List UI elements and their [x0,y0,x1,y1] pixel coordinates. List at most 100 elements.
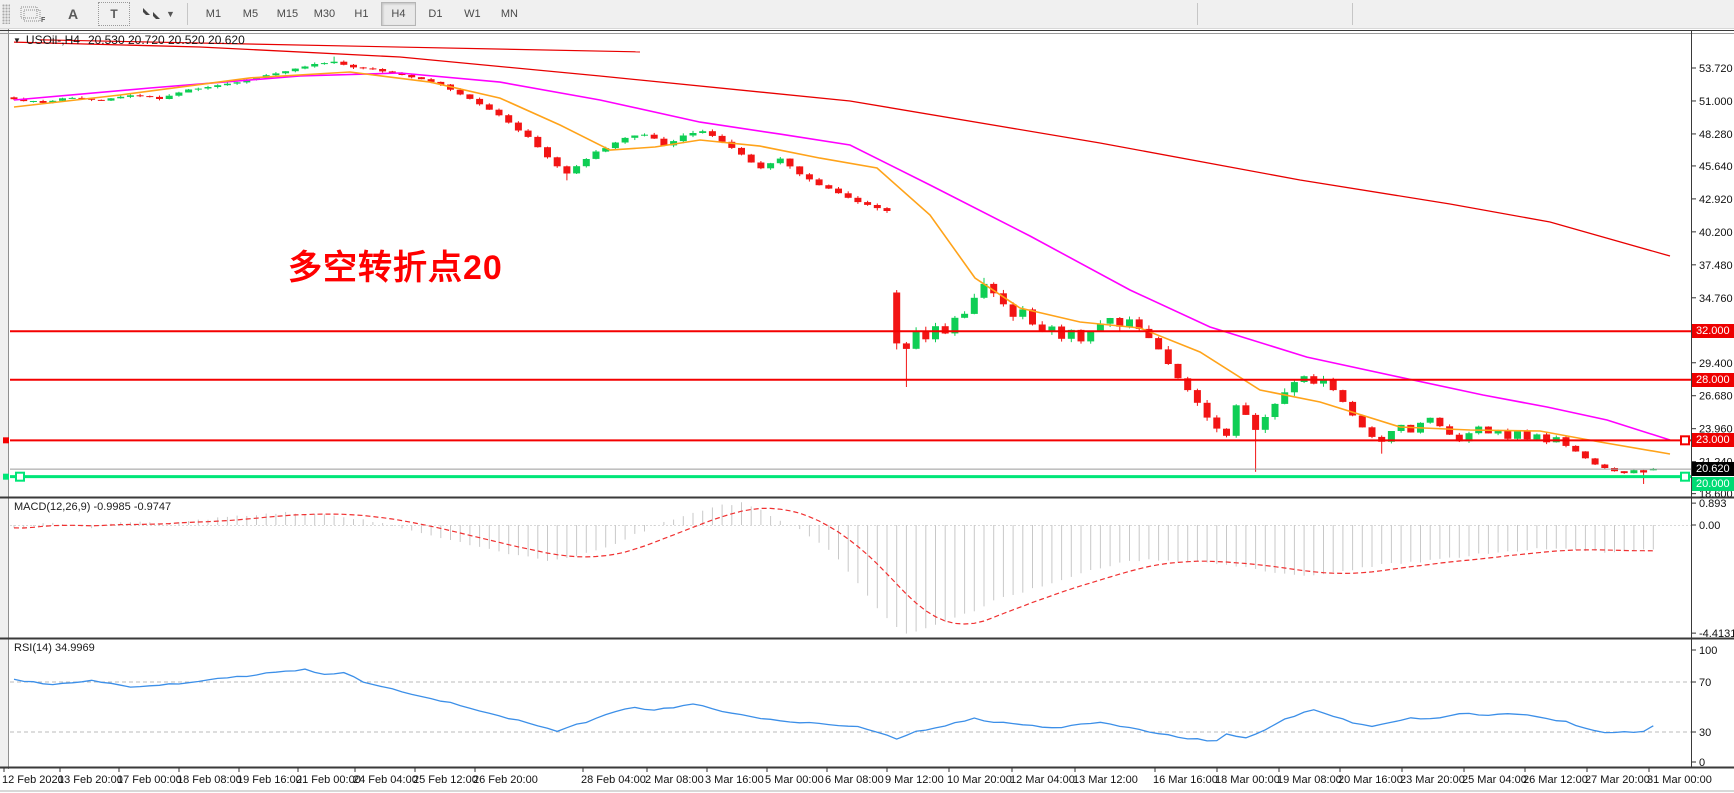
chart-window-icon[interactable]: F [18,3,48,25]
svg-text:12 Mar 04:00: 12 Mar 04:00 [1010,774,1075,786]
line-handle [3,473,9,480]
top-toolbar: F A T ▼ M1 M5 M15 M30 H1 H4 D1 W1 MN [0,0,1734,29]
timeframe-h1-button[interactable]: H1 [354,8,369,20]
arrows-glyph [143,8,160,19]
svg-text:19 Mar 08:00: 19 Mar 08:00 [1277,774,1342,786]
svg-text:F: F [41,17,46,23]
line-handle [1680,471,1690,482]
svg-text:5 Mar 00:00: 5 Mar 00:00 [765,774,824,786]
chart-symbol-label: USOil-,H4 [25,33,80,47]
svg-text:18.600: 18.600 [1699,489,1733,501]
svg-text:26.680: 26.680 [1699,391,1733,403]
chart-ohlc-values: 20.530 20.720 20.520 20.620 [87,33,245,47]
text-label-icon[interactable]: A [67,6,79,22]
svg-text:42.920: 42.920 [1699,194,1733,206]
svg-text:13 Feb 20:00: 13 Feb 20:00 [58,774,123,786]
svg-text:45.640: 45.640 [1699,161,1733,173]
timeframe-w1-button[interactable]: W1 [464,8,481,20]
price-axis-box-20000: 20.000 [1692,477,1734,491]
svg-text:19 Feb 16:00: 19 Feb 16:00 [237,774,302,786]
svg-text:6 Mar 08:00: 6 Mar 08:00 [825,774,884,786]
moving-averages-layer [13,39,1671,455]
price-axis-box-20620: 20.620 [1692,462,1734,476]
svg-text:16 Mar 16:00: 16 Mar 16:00 [1153,774,1218,786]
chart-title[interactable]: ▼ USOil-,H4 20.530 20.720 20.520 20.620 [13,33,245,47]
cursor-mode-icon[interactable]: ▼ [140,3,175,25]
svg-text:28 Feb 04:00: 28 Feb 04:00 [581,774,646,786]
svg-text:70: 70 [1699,677,1711,689]
svg-text:2 Mar 08:00: 2 Mar 08:00 [645,774,704,786]
macd-signal-line [13,507,1654,625]
svg-text:29.400: 29.400 [1699,358,1733,370]
svg-text:-4.4131: -4.4131 [1699,628,1734,640]
svg-text:13 Mar 12:00: 13 Mar 12:00 [1073,774,1138,786]
price-axis-box-32000: 32.000 [1692,324,1734,338]
svg-text:21 Feb 00:00: 21 Feb 00:00 [296,774,361,786]
trendline-red [39,39,641,53]
svg-text:25 Feb 12:00: 25 Feb 12:00 [413,774,478,786]
line-handle [15,471,25,482]
level-lines-layer[interactable] [3,330,1691,482]
timeframe-m15-button[interactable]: M15 [276,8,299,20]
price-axis-box-28000: 28.000 [1692,373,1734,387]
svg-text:0: 0 [1699,757,1705,769]
rsi-line [13,668,1654,742]
dropdown-caret-icon: ▼ [166,9,175,19]
svg-text:12 Feb 2020: 12 Feb 2020 [2,774,64,786]
svg-text:30: 30 [1699,727,1711,739]
svg-text:17 Feb 00:00: 17 Feb 00:00 [117,774,182,786]
macd-layer [10,502,1691,634]
ma-mid-magenta [13,72,1671,441]
svg-text:10 Mar 20:00: 10 Mar 20:00 [947,774,1012,786]
svg-text:24 Feb 04:00: 24 Feb 04:00 [353,774,418,786]
svg-text:26 Mar 12:00: 26 Mar 12:00 [1523,774,1588,786]
macd-indicator-label: MACD(12,26,9) -0.9985 -0.9747 [14,501,172,513]
svg-text:34.760: 34.760 [1699,293,1733,305]
svg-text:18 Mar 00:00: 18 Mar 00:00 [1215,774,1280,786]
chart-text-annotation[interactable]: 多空转折点20 [288,249,503,287]
line-handle [3,437,9,444]
svg-text:23.960: 23.960 [1699,424,1733,436]
text-box-icon[interactable]: T [98,2,130,26]
svg-text:0.00: 0.00 [1699,520,1720,532]
rsi-indicator-label: RSI(14) 34.9969 [14,642,95,654]
timeframe-d1-button[interactable]: D1 [428,8,443,20]
svg-text:20 Mar 16:00: 20 Mar 16:00 [1338,774,1403,786]
timeframe-m30-button[interactable]: M30 [313,8,336,20]
ma-slow-red [13,41,1671,257]
svg-text:40.200: 40.200 [1699,227,1733,239]
symbol-dropdown-icon[interactable]: ▼ [13,35,21,45]
ma-fast-orange [13,71,1671,455]
chart-frame [0,28,1734,792]
svg-text:51.000: 51.000 [1699,96,1733,108]
svg-text:0.893: 0.893 [1699,498,1727,510]
svg-text:48.280: 48.280 [1699,129,1733,141]
toolbar-separator [1352,3,1353,25]
svg-text:31 Mar 00:00: 31 Mar 00:00 [1647,774,1712,786]
svg-text:9 Mar 12:00: 9 Mar 12:00 [885,774,944,786]
svg-text:18 Feb 08:00: 18 Feb 08:00 [177,774,242,786]
candles-layer [10,56,1657,484]
timeframe-m1-button[interactable]: M1 [205,8,222,20]
svg-text:3 Mar 16:00: 3 Mar 16:00 [705,774,764,786]
timeframe-mn-button[interactable]: MN [500,8,518,20]
svg-text:25 Mar 04:00: 25 Mar 04:00 [1462,774,1527,786]
svg-text:23 Mar 20:00: 23 Mar 20:00 [1400,774,1465,786]
price-axis-box-23000: 23.000 [1692,433,1734,447]
toolbar-separator [1197,3,1198,25]
timeframe-h4-button[interactable]: H4 [380,2,416,26]
line-handle [1680,435,1690,446]
toolbar-separator [186,3,188,25]
svg-text:27 Mar 20:00: 27 Mar 20:00 [1585,774,1650,786]
price-axis: 53.720 51.000 48.280 45.640 42.920 40.200 37.4… [1692,63,1734,769]
svg-text:37.480: 37.480 [1699,260,1733,272]
svg-text:53.720: 53.720 [1699,63,1733,75]
svg-text:100: 100 [1699,645,1717,657]
timeframe-m5-button[interactable]: M5 [242,8,259,20]
toolbar-grip[interactable] [2,4,10,24]
svg-text:26 Feb 20:00: 26 Feb 20:00 [473,774,538,786]
rsi-layer [10,668,1691,742]
